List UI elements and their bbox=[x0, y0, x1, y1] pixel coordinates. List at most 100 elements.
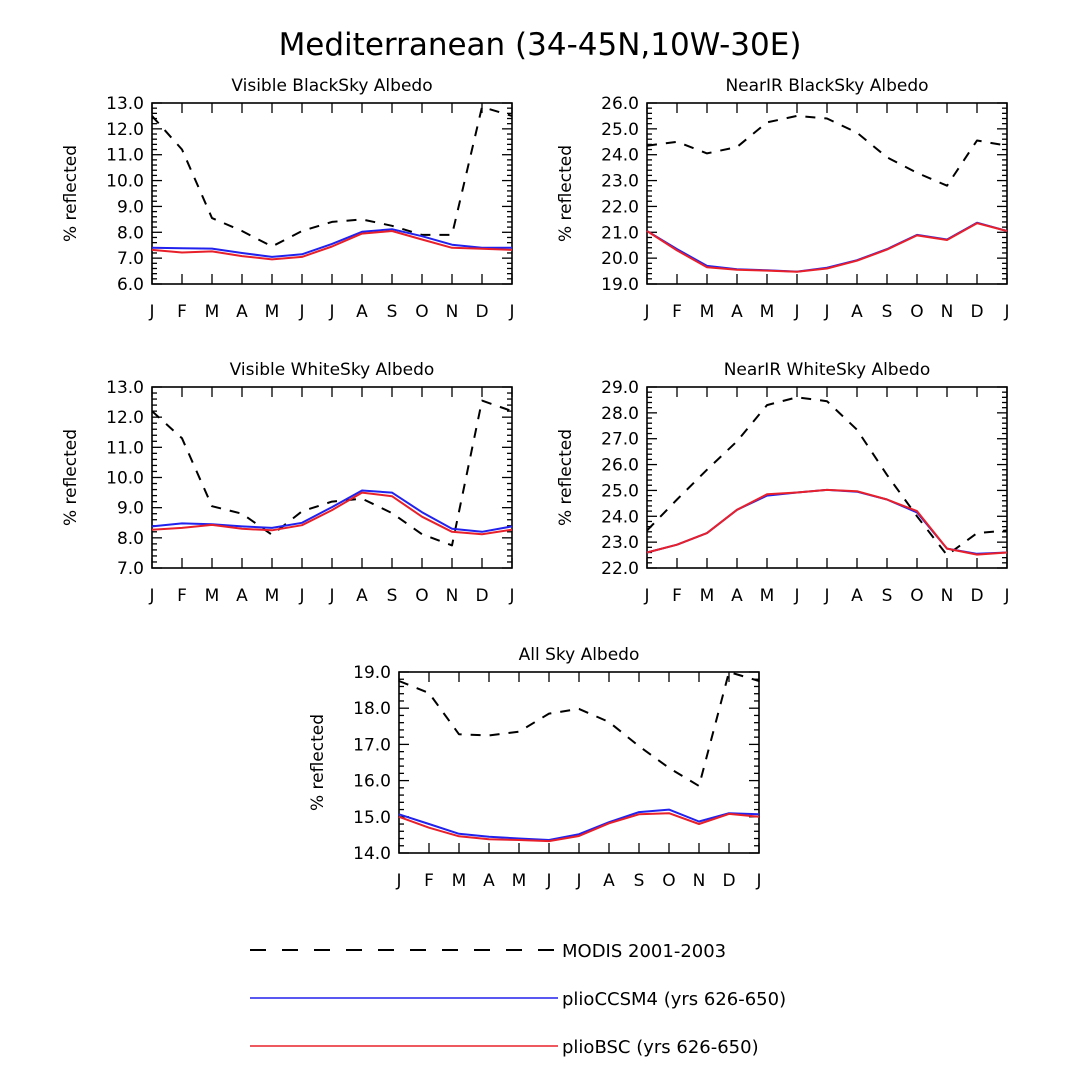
y-tick-label: 8.0 bbox=[117, 529, 144, 549]
panel-2: NearIR BlackSky Albedo % reflected 19.0 20.… bbox=[556, 76, 1010, 322]
x-tick-label: J bbox=[148, 586, 154, 606]
y-tick-label: 18.0 bbox=[353, 699, 391, 719]
plot-frame bbox=[646, 386, 1008, 569]
legend-item-ccsm4: plioCCSM4 (yrs 626-650) bbox=[250, 989, 786, 1010]
x-tick-label: A bbox=[236, 586, 248, 606]
x-tick-label: M bbox=[452, 871, 467, 891]
y-tick-label: 25.0 bbox=[601, 481, 639, 501]
x-tick-label: J bbox=[395, 871, 401, 891]
x-tick-label: D bbox=[970, 302, 983, 322]
x-tick-label: D bbox=[970, 586, 983, 606]
x-tick-label: J bbox=[793, 302, 799, 322]
legend-item-modis: MODIS 2001-2003 bbox=[250, 941, 726, 962]
x-tick-label: A bbox=[236, 302, 248, 322]
y-tick-label: 22.0 bbox=[601, 197, 639, 217]
x-tick-label: S bbox=[882, 302, 893, 322]
series-line-bsc bbox=[646, 488, 1008, 556]
y-tick-label: 23.0 bbox=[601, 172, 639, 192]
y-tick-label: 9.0 bbox=[117, 197, 144, 217]
x-tick-label: N bbox=[941, 586, 954, 606]
y-tick-label: 17.0 bbox=[353, 735, 391, 755]
panel-4: NearIR WhiteSky Albedo % reflected 22.0 23.… bbox=[556, 360, 1010, 606]
panel-3: Visible WhiteSky Albedo % reflected 7.0 8.0… bbox=[61, 360, 515, 606]
series-line-ccsm4 bbox=[398, 808, 760, 841]
y-tick-label: 26.0 bbox=[601, 94, 639, 114]
legend-label: plioCCSM4 (yrs 626-650) bbox=[562, 989, 786, 1010]
y-tick-label: 26.0 bbox=[601, 456, 639, 476]
x-tick-label: N bbox=[446, 586, 459, 606]
y-tick-label: 20.0 bbox=[601, 249, 639, 269]
series-line-bsc bbox=[151, 491, 513, 536]
x-tick-label: A bbox=[483, 871, 495, 891]
plot-frame bbox=[646, 102, 1008, 285]
y-axis-label: % reflected bbox=[556, 145, 576, 242]
x-tick-label: J bbox=[298, 586, 304, 606]
legend-label: MODIS 2001-2003 bbox=[562, 941, 726, 962]
x-tick-label: J bbox=[755, 871, 761, 891]
x-tick-label: A bbox=[356, 586, 368, 606]
x-tick-label: D bbox=[475, 302, 488, 322]
series-line-modis bbox=[646, 114, 1008, 187]
y-tick-label: 24.0 bbox=[601, 146, 639, 166]
x-tick-label: J bbox=[1003, 302, 1009, 322]
x-tick-label: N bbox=[446, 302, 459, 322]
x-tick-label: J bbox=[1003, 586, 1009, 606]
panel-5: All Sky Albedo % reflected 14.0 15.0 16.0 17.… bbox=[308, 645, 762, 891]
y-tick-label: 25.0 bbox=[601, 120, 639, 140]
y-tick-label: 8.0 bbox=[117, 223, 144, 243]
y-tick-label: 13.0 bbox=[106, 94, 144, 114]
x-tick-label: A bbox=[851, 302, 863, 322]
x-tick-label: M bbox=[265, 586, 280, 606]
y-axis-label: % reflected bbox=[308, 714, 328, 811]
series-line-bsc bbox=[151, 230, 513, 261]
x-tick-label: O bbox=[662, 871, 675, 891]
x-tick-label: J bbox=[508, 302, 514, 322]
panel-title: NearIR BlackSky Albedo bbox=[725, 76, 928, 96]
series-line-modis bbox=[151, 399, 513, 547]
x-tick-label: F bbox=[424, 871, 434, 891]
y-tick-label: 12.0 bbox=[106, 408, 144, 428]
x-tick-label: M bbox=[205, 586, 220, 606]
x-tick-label: F bbox=[672, 586, 682, 606]
x-tick-label: A bbox=[356, 302, 368, 322]
x-tick-label: D bbox=[722, 871, 735, 891]
x-tick-label: J bbox=[823, 586, 829, 606]
x-tick-label: A bbox=[851, 586, 863, 606]
y-axis-label: % reflected bbox=[556, 429, 576, 526]
x-tick-label: J bbox=[643, 302, 649, 322]
x-tick-label: N bbox=[693, 871, 706, 891]
x-tick-label: J bbox=[508, 586, 514, 606]
y-tick-label: 21.0 bbox=[601, 223, 639, 243]
x-tick-label: M bbox=[760, 586, 775, 606]
y-tick-label: 29.0 bbox=[601, 378, 639, 398]
y-tick-label: 22.0 bbox=[601, 559, 639, 579]
x-tick-label: F bbox=[672, 302, 682, 322]
x-tick-label: J bbox=[298, 302, 304, 322]
plot-frame bbox=[398, 671, 760, 854]
y-axis-label: % reflected bbox=[61, 429, 81, 526]
plot-frame bbox=[151, 386, 513, 569]
x-tick-label: S bbox=[387, 302, 398, 322]
panel-1: Visible BlackSky Albedo % reflected 6.0 7.0… bbox=[61, 76, 515, 322]
legend: MODIS 2001-2003 plioCCSM4 (yrs 626-650) pl… bbox=[250, 941, 786, 1058]
x-tick-label: O bbox=[910, 302, 923, 322]
x-tick-label: A bbox=[603, 871, 615, 891]
panel-title: Visible BlackSky Albedo bbox=[231, 76, 432, 96]
series-line-bsc bbox=[398, 812, 760, 843]
x-tick-label: J bbox=[643, 586, 649, 606]
panel-title: All Sky Albedo bbox=[519, 645, 640, 665]
x-tick-label: M bbox=[265, 302, 280, 322]
plot-frame bbox=[151, 102, 513, 285]
x-tick-label: J bbox=[148, 302, 154, 322]
x-tick-label: J bbox=[575, 871, 581, 891]
series-line-ccsm4 bbox=[151, 228, 512, 258]
legend-item-bsc: plioBSC (yrs 626-650) bbox=[250, 1037, 759, 1058]
x-tick-label: J bbox=[545, 871, 551, 891]
x-tick-label: O bbox=[415, 586, 428, 606]
series-line-modis bbox=[646, 396, 1008, 557]
x-tick-label: S bbox=[387, 586, 398, 606]
x-tick-label: F bbox=[177, 586, 187, 606]
series-line-bsc bbox=[646, 222, 1008, 273]
